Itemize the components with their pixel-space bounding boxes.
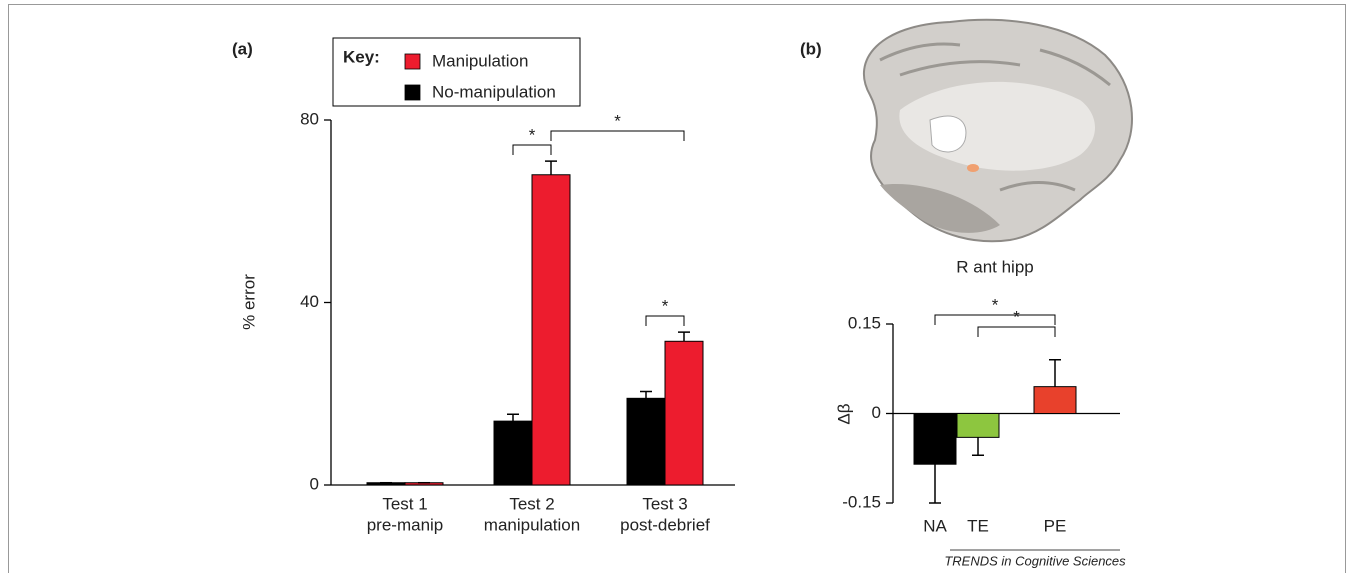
x-tick-label: Test 3 <box>642 494 687 513</box>
bar <box>914 414 956 465</box>
significance-bracket <box>935 315 1055 325</box>
figure: TRENDS in Cognitive Sciences (a) % error 0… <box>0 0 1354 573</box>
x-tick-label: post-debrief <box>620 515 710 534</box>
error-bar <box>1049 360 1061 387</box>
y-tick-label: 0 <box>872 403 881 422</box>
legend-label: Manipulation <box>432 51 528 70</box>
x-tick-label: NA <box>923 516 947 535</box>
error-bar <box>640 391 652 398</box>
y-tick-label: -0.15 <box>842 492 881 511</box>
panel-label: (b) <box>800 39 822 58</box>
brain-image <box>864 20 1132 241</box>
footer: TRENDS in Cognitive Sciences <box>944 553 1126 568</box>
significance-bracket <box>978 327 1055 337</box>
bar <box>665 341 703 485</box>
significance-label: * <box>992 295 999 314</box>
x-tick-label: Test 1 <box>382 494 427 513</box>
error-bar <box>545 161 557 175</box>
page: {"chart_data": [ {"type": "bar", "panel_… <box>0 0 1354 573</box>
significance-bracket <box>513 145 551 155</box>
error-bar <box>507 414 519 421</box>
significance-bracket <box>646 316 684 326</box>
significance-label: * <box>529 125 536 144</box>
significance-label: * <box>1013 307 1020 326</box>
bar <box>494 421 532 485</box>
bar <box>532 175 570 485</box>
x-tick-label: Test 2 <box>509 494 554 513</box>
image-caption: R ant hipp <box>956 257 1034 276</box>
x-tick-label: manipulation <box>484 515 580 534</box>
legend-swatch <box>405 85 420 100</box>
legend-swatch <box>405 54 420 69</box>
significance-label: * <box>614 111 621 130</box>
frame <box>9 5 1346 573</box>
significance-bracket <box>551 131 684 141</box>
panel-label: (a) <box>232 39 253 58</box>
legend-title: Key: <box>343 47 380 66</box>
significance-label: * <box>662 296 669 315</box>
x-tick-label: PE <box>1044 516 1067 535</box>
y-axis-label: % error <box>239 274 258 330</box>
x-tick-label: TE <box>967 516 989 535</box>
y-axis-label: Δβ <box>834 403 853 424</box>
y-tick-label: 40 <box>300 292 319 311</box>
x-tick-label: pre-manip <box>367 515 444 534</box>
legend-label: No-manipulation <box>432 82 556 101</box>
y-tick-label: 80 <box>300 109 319 128</box>
error-bar <box>929 464 941 503</box>
bar <box>957 414 999 438</box>
error-bar <box>972 437 984 455</box>
bar <box>627 398 665 485</box>
bar <box>1034 387 1076 414</box>
y-tick-label: 0 <box>310 474 319 493</box>
error-bar <box>678 332 690 341</box>
y-tick-label: 0.15 <box>848 313 881 332</box>
